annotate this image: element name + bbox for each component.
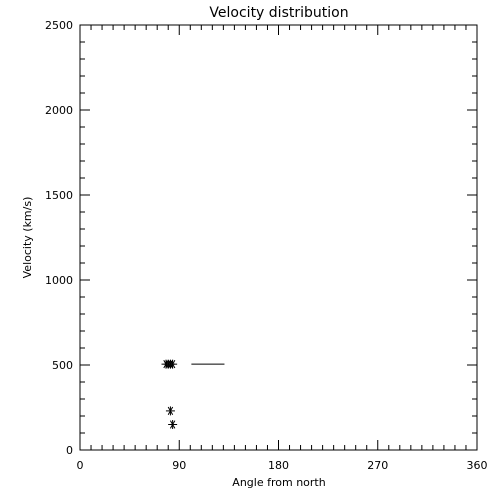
chart-title: Velocity distribution	[209, 5, 348, 21]
y-tick-label: 2000	[45, 104, 73, 117]
x-tick-labels: 0 90 180 270 360	[77, 459, 488, 472]
data-point	[168, 420, 178, 429]
x-tick-label: 360	[467, 459, 488, 472]
data-point	[168, 359, 178, 369]
y-tick-label: 500	[52, 359, 73, 372]
y-tick-label: 0	[66, 444, 73, 457]
y-tick-label: 1000	[45, 274, 73, 287]
major-ticks	[79, 24, 478, 451]
y-tick-label: 2500	[45, 19, 73, 32]
y-tick-labels: 0 500 1000 1500 2000 2500	[45, 19, 73, 457]
y-tick-label: 1500	[45, 189, 73, 202]
x-tick-label: 0	[77, 459, 84, 472]
data-point	[165, 406, 175, 416]
x-tick-label: 270	[367, 459, 388, 472]
plot-area	[79, 24, 478, 451]
x-tick-label: 90	[172, 459, 186, 472]
x-axis-label: Angle from north	[232, 476, 325, 489]
minor-ticks	[80, 25, 477, 450]
x-tick-label: 180	[268, 459, 289, 472]
data-marks	[161, 359, 225, 429]
y-axis-label: Velocity (km/s)	[21, 197, 34, 279]
